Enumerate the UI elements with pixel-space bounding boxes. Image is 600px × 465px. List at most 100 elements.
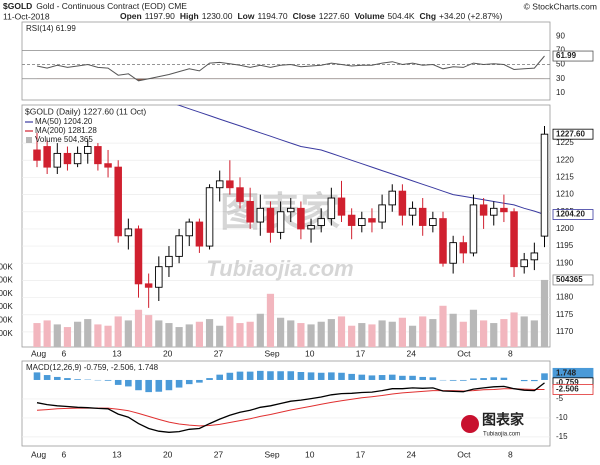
rsi-line [36,55,545,82]
candle-body [33,149,41,161]
x-tick-label: 10 [305,348,315,358]
volume-bar [33,323,41,347]
candle-body [520,259,528,268]
x-tick-label: 6 [61,348,66,358]
histogram-bar [317,372,325,380]
y-tick-label: 50 [556,60,565,69]
histogram-bar [246,371,254,380]
histogram-box-text: 1.748 [556,368,577,377]
close-box: 1227.60 [552,128,594,140]
volume-bar [297,323,305,347]
x-tick-label: 20 [163,449,173,459]
volume-box-text: 504365 [556,275,583,284]
candle-body [490,207,498,216]
candle-body [73,152,82,165]
oversold-fill [37,78,545,81]
legend-label: MA(50) 1204.20 [35,117,93,126]
quote-label: Close [293,11,316,21]
volume-bar [155,320,163,347]
histogram-bar [135,379,142,391]
y-tick-label: 1175 [556,310,574,319]
volume-bar [124,320,132,347]
volume-bar [94,324,102,347]
candle-body [337,197,346,216]
histogram-bar [257,370,264,380]
candle-body [205,187,214,247]
volume-bar [175,327,183,347]
x-tick-label: 20 [163,348,173,358]
candle-body [297,207,305,230]
histogram-bar [74,379,81,380]
y-tick-label: -15 [556,432,568,441]
candle-body [114,166,122,237]
legend-label: Volume 504,365 [35,135,93,144]
watermark-en: Tubiaojia.com [206,256,354,281]
volume-bar [205,319,214,347]
quote-value: +34.20 (+2.87%) [439,11,502,21]
volume-bar [145,315,153,347]
quote-value: 1197.90 [145,11,175,21]
volume-bar [236,323,244,347]
volume-bar [388,321,396,347]
volume-bar [449,313,457,347]
histogram-bar [287,371,295,380]
candle-body [134,228,143,285]
volume-tick-label: 100K [0,329,13,338]
histogram-bar [470,378,477,380]
candle-body [307,225,315,230]
histogram-bar [490,377,498,380]
quote-value: 1230.00 [202,11,233,21]
volume-bar [368,324,376,347]
x-tick-label: Sep [264,449,279,459]
volume-bar [307,324,315,347]
volume-bar [500,319,508,347]
x-tick-label: 17 [356,348,366,358]
volume-bar [337,316,346,347]
volume-bar [165,323,173,347]
volume-tick-label: 300K [0,302,13,311]
y-tick-label: 70 [556,45,565,54]
volume-bar [510,312,518,347]
candle-body [530,252,539,261]
volume-bar [419,316,427,347]
x-tick-label: Oct [457,449,471,459]
volume-bar [63,327,72,347]
quote-line: Open 1197.90 High 1230.00 Low 1194.70 Close 122… [120,11,503,21]
volume-bar [469,309,478,347]
candle-body [368,218,376,223]
signal-box: -2.506 [552,384,594,395]
candle-body [439,218,447,264]
volume-bar [216,325,224,347]
quote-label: High [180,11,199,21]
volume-bar [53,324,61,347]
y-tick-label: 1220 [556,155,574,164]
histogram-bar [358,374,366,380]
histogram-bar [267,371,274,380]
header-line: $GOLD Gold - Continuous Contract (EOD) CM… [3,1,187,11]
volume-bar [317,321,325,347]
histogram-bar [368,375,376,380]
volume-bar [429,319,437,347]
candle-body [398,190,407,216]
logo: 图表家 Tubiaojia.com [461,412,525,438]
volume-bar [398,317,406,347]
histogram-bar [297,372,305,380]
histogram-bar [429,377,437,380]
logo-icon [461,415,479,433]
macd-line [36,382,545,433]
volume-bar [530,320,538,347]
candle-body [175,235,183,257]
volume-bar [480,320,488,347]
volume-bar [104,325,112,347]
legend-label: MA(200) 1281.28 [35,126,97,135]
macd-box-text: -0.759 [556,378,579,387]
panel-label: RSI(14) 61.99 [26,24,76,33]
candle-body [459,242,468,254]
signal-box-bg [552,384,594,395]
volume-bar [114,316,122,347]
histogram-bar [531,379,538,382]
x-tick-label: 8 [508,348,513,358]
volume-bar [348,325,356,347]
